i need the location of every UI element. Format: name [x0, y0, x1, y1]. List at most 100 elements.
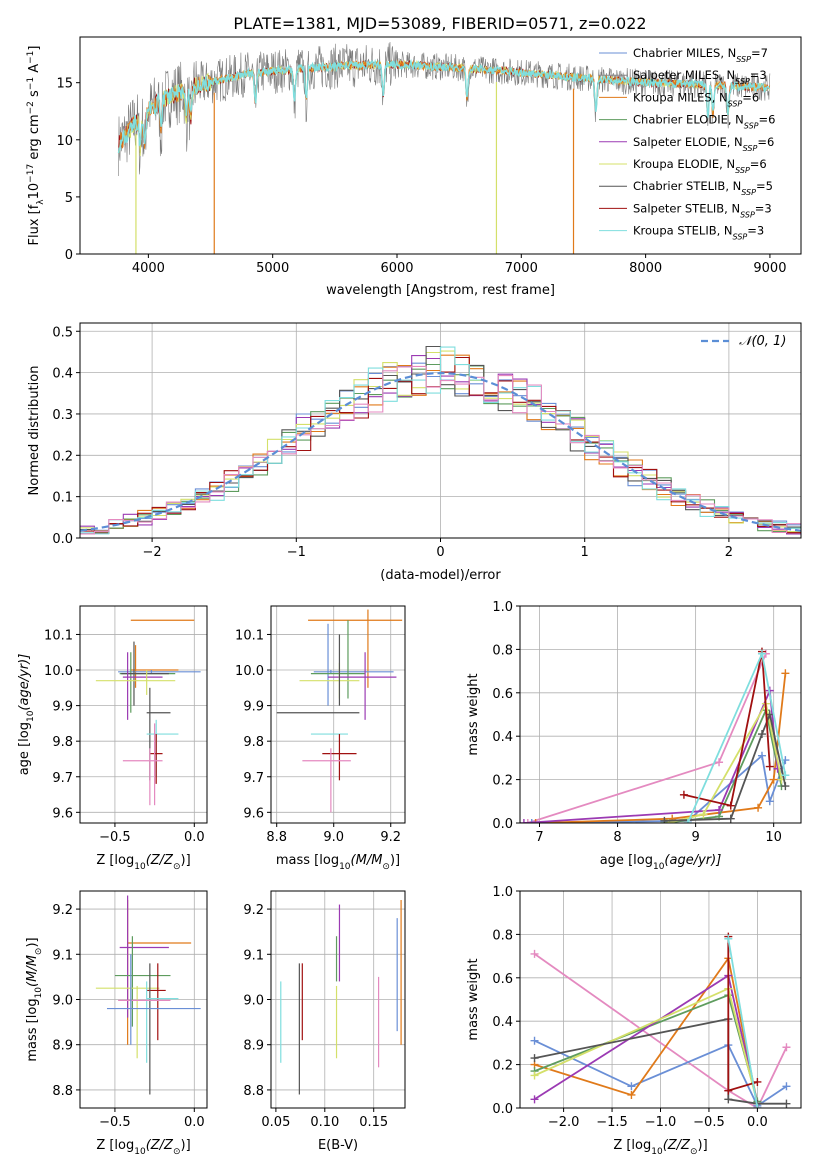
axis-label: age [log10(age/yr)]	[17, 654, 36, 776]
axis-label-part: mass [log	[276, 853, 339, 868]
legend-text: Kroupa MILES, N	[633, 90, 728, 104]
legend-tail: =6	[759, 113, 776, 127]
weight-series-line	[534, 993, 759, 1102]
legend-entry: 𝒩(0, 1)	[739, 334, 786, 349]
axis-label-part: ⊙	[690, 1147, 698, 1157]
tick-label-y: 0	[65, 248, 73, 263]
weight-series-line	[533, 953, 788, 1108]
axis-label-part: Flux [f	[27, 204, 42, 245]
weight-point-marker	[660, 816, 669, 823]
tick-label-y: 9.9	[52, 700, 73, 715]
legend-entry: Chabrier MILES, NSSP=7	[633, 46, 768, 64]
tick-label-x: 8.8	[266, 830, 287, 845]
tick-label-y: 0.4	[492, 730, 513, 745]
weight-point-marker	[753, 1104, 762, 1108]
plot-area	[530, 932, 791, 1108]
tick-label-x: 7000	[505, 261, 538, 276]
legend-tail: =6	[750, 157, 767, 171]
axis-label-part: 10	[651, 1147, 663, 1157]
panel-mass_vs_ebv: 0.05 0.10 0.15 8.8 8.9 9.0 9.1 9.2 E(B-V)	[243, 890, 406, 1153]
weight-point-marker	[757, 751, 766, 760]
axis-label-part: (age/yr)]	[664, 853, 721, 868]
tick-label-y: 9.6	[52, 806, 73, 821]
tick-label-y: 0.4	[52, 367, 73, 382]
tick-label-x: −0.5	[693, 1115, 725, 1130]
weight-point-marker	[527, 819, 536, 823]
tick-label-y: 0.8	[492, 928, 513, 943]
weight-series-line	[523, 690, 779, 823]
weight-point-marker	[715, 805, 724, 814]
panel-residuals: −2 −1 0 1 2 0.0 0.1 0.2 0.3 0.4 0.5 𝒩(0, 1) (data-mo…	[27, 322, 802, 583]
legend-entry: Chabrier ELODIE, NSSP=6	[633, 113, 775, 131]
tick-label-x: 0.10	[310, 1115, 339, 1130]
plot-area	[95, 895, 201, 1095]
weight-point-marker	[627, 1090, 636, 1099]
tick-label-y: 5	[65, 191, 73, 206]
tick-label-y: 15	[56, 77, 73, 92]
legend-entry: Chabrier STELIB, NSSP=5	[633, 179, 773, 197]
tick-label-x: 10	[765, 830, 782, 845]
legend-tail: =3	[755, 201, 772, 215]
axis-label-part: (M/M	[25, 955, 40, 987]
tick-label-y: 9.1	[52, 948, 73, 963]
gaussian-curve	[80, 371, 801, 532]
tick-label-x: −2	[143, 545, 162, 560]
axis-label-part: 10	[26, 710, 36, 722]
tick-label-y: 0.5	[52, 325, 73, 340]
weight-point-marker	[757, 649, 766, 658]
axes-frame	[79, 36, 802, 255]
tick-label-y: 0.0	[52, 532, 73, 547]
legend-tail: =5	[756, 179, 773, 193]
weight-series-line	[683, 651, 771, 807]
weight-point-marker	[726, 801, 735, 810]
tick-label-x: 0.15	[359, 1115, 388, 1130]
axis-label-part: ]	[27, 46, 42, 51]
legend-entry: Kroupa MILES, NSSP=6	[633, 90, 759, 108]
axes-frame	[519, 605, 802, 824]
weight-series-line	[534, 974, 759, 1104]
panel-weight_vs_Z: −2.0 −1.5 −1.0 −0.5 0.0 0.0 0.2 0.4 0.6 0.8 1.0 Z […	[466, 885, 802, 1157]
legend-sub: SSP	[735, 166, 750, 175]
axis-label-part: λ	[36, 199, 46, 205]
tick-label-y: 9.8	[52, 735, 73, 750]
axis-label-part: 10	[34, 987, 44, 999]
tick-label-y: 1.0	[492, 885, 513, 900]
weight-point-marker	[781, 782, 790, 791]
tick-label-y: 9.7	[243, 771, 264, 786]
axis-label-part: −17	[26, 164, 36, 183]
axis-label-part: erg cm	[27, 114, 42, 163]
plot-area	[520, 647, 790, 823]
weight-point-marker	[781, 771, 790, 780]
legend-tail: =6	[742, 90, 759, 104]
tick-label-y: 9.0	[243, 994, 264, 1009]
axis-label-part: ⊙	[173, 862, 181, 872]
weight-point-marker	[520, 819, 528, 823]
tick-label-y: 9.0	[52, 994, 73, 1009]
weight-point-marker	[726, 814, 735, 823]
legend-sub: SSP	[736, 55, 751, 64]
weight-point-marker	[769, 775, 778, 784]
tick-label-y: 9.2	[52, 903, 73, 918]
axis-label-part: age [log	[17, 722, 32, 775]
axis-label-part: 10	[27, 183, 42, 200]
axis-label-part: (age/yr)]	[17, 654, 32, 711]
weight-point-marker	[765, 797, 774, 806]
x-axis-label: E(B-V)	[318, 1138, 358, 1153]
tick-label-x: 9.2	[380, 830, 401, 845]
tick-label-x: 9	[691, 830, 699, 845]
tick-label-y: 0.1	[52, 491, 73, 506]
weight-point-marker	[782, 1043, 791, 1052]
tick-label-x: −1.5	[596, 1115, 628, 1130]
tick-label-x: 5000	[256, 261, 289, 276]
axis-label-part: Z [log	[613, 1138, 651, 1153]
plot-area	[95, 619, 201, 806]
legend-text: Chabrier MILES, N	[633, 46, 736, 60]
figure-title: PLATE=1381, MJD=53089, FIBERID=0571, z=0…	[233, 14, 646, 33]
weight-point-marker	[715, 758, 724, 767]
tick-label-y: 1.0	[492, 600, 513, 615]
tick-label-x: 0.0	[184, 830, 205, 845]
axis-label-part: 10	[339, 862, 351, 872]
legend-text: Salpeter ELODIE, N	[633, 135, 743, 149]
x-axis-label: wavelength [Angstrom, rest frame]	[326, 283, 555, 298]
